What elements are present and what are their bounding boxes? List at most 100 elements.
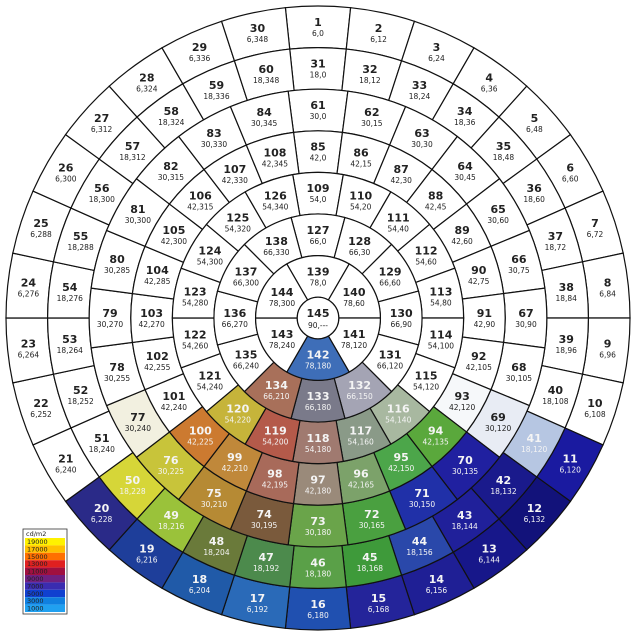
patch-number-46: 46 xyxy=(310,557,326,570)
patch-coord-83: 30,330 xyxy=(201,140,227,149)
patch-number-67: 67 xyxy=(518,307,533,320)
patch-coord-5: 6,48 xyxy=(526,125,543,134)
patch-number-93: 93 xyxy=(454,390,469,403)
legend-label: 1000 xyxy=(27,605,44,613)
patch-coord-41: 18,120 xyxy=(521,445,547,454)
patch-number-56: 56 xyxy=(94,182,110,195)
patch-number-42: 42 xyxy=(496,474,511,487)
patch-number-5: 5 xyxy=(531,112,539,125)
patch-coord-17: 6,192 xyxy=(247,605,269,614)
patch-coord-137: 66,300 xyxy=(233,278,259,287)
patch-coord-119: 54,200 xyxy=(262,437,288,446)
patch-number-52: 52 xyxy=(73,384,88,397)
patch-coord-31: 18,0 xyxy=(310,70,327,79)
patch-number-62: 62 xyxy=(364,106,379,119)
patch-number-21: 21 xyxy=(58,453,73,466)
patch-number-27: 27 xyxy=(94,112,109,125)
patch-coord-24: 6,276 xyxy=(18,290,40,299)
patch-number-139: 139 xyxy=(307,265,330,278)
patch-number-10: 10 xyxy=(587,397,603,410)
patch-coord-117: 54,160 xyxy=(348,437,374,446)
patch-coord-112: 54,60 xyxy=(415,258,437,267)
patch-coord-43: 18,144 xyxy=(452,522,478,531)
patch-coord-128: 66,30 xyxy=(349,248,371,257)
patch-number-134: 134 xyxy=(265,379,288,392)
patch-layer: 16,0 26,12 36,24 46,36 56,48 66,60 76,72 86,84 9… xyxy=(5,5,631,631)
patch-coord-68: 30,105 xyxy=(506,374,532,383)
patch-number-50: 50 xyxy=(125,474,141,487)
patch-coord-123: 54,280 xyxy=(182,298,208,307)
patch-number-7: 7 xyxy=(591,217,599,230)
patch-number-58: 58 xyxy=(164,105,179,118)
patch-coord-62: 30,15 xyxy=(361,119,383,128)
patch-number-43: 43 xyxy=(457,509,472,522)
patch-number-1: 1 xyxy=(314,16,322,29)
patch-coord-145: 90,--- xyxy=(308,321,328,330)
patch-number-107: 107 xyxy=(223,163,246,176)
patch-coord-131: 66,120 xyxy=(377,362,403,371)
patch-number-111: 111 xyxy=(387,211,410,224)
patch-coord-75: 30,210 xyxy=(201,500,227,509)
patch-coord-8: 6,84 xyxy=(599,290,616,299)
patch-number-53: 53 xyxy=(62,333,77,346)
legend-label: 7000 xyxy=(27,582,44,590)
patch-coord-100: 42,225 xyxy=(187,438,213,447)
patch-number-98: 98 xyxy=(267,468,282,481)
patch-coord-78: 30,255 xyxy=(104,374,130,383)
legend-label: 15000 xyxy=(27,553,48,561)
patch-coord-92: 42,105 xyxy=(466,363,492,372)
patch-coord-79: 30,270 xyxy=(97,320,123,329)
patch-coord-29: 6,336 xyxy=(189,54,211,63)
legend-swatch xyxy=(25,582,65,590)
patch-coord-98: 42,195 xyxy=(262,481,288,490)
patch-coord-120: 54,220 xyxy=(225,416,251,425)
patch-coord-107: 42,330 xyxy=(222,176,248,185)
patch-coord-39: 18,96 xyxy=(555,346,577,355)
patch-number-31: 31 xyxy=(310,57,325,70)
patch-coord-1: 6,0 xyxy=(312,29,324,38)
patch-number-69: 69 xyxy=(490,411,505,424)
patch-coord-6: 6,60 xyxy=(562,174,579,183)
patch-number-137: 137 xyxy=(234,265,257,278)
patch-number-79: 79 xyxy=(102,307,117,320)
patch-coord-82: 30,315 xyxy=(158,173,184,182)
patch-coord-60: 18,348 xyxy=(253,76,279,85)
patch-coord-127: 66,0 xyxy=(310,237,327,246)
patch-coord-95: 42,150 xyxy=(388,464,414,473)
patch-number-105: 105 xyxy=(162,224,185,237)
patch-number-124: 124 xyxy=(198,245,221,258)
patch-number-121: 121 xyxy=(198,369,221,382)
patch-number-114: 114 xyxy=(429,329,452,342)
patch-number-133: 133 xyxy=(307,390,330,403)
patch-coord-53: 18,264 xyxy=(57,346,83,355)
patch-number-11: 11 xyxy=(563,453,578,466)
legend-swatch xyxy=(25,538,65,546)
patch-coord-46: 18,180 xyxy=(305,570,331,579)
patch-number-102: 102 xyxy=(146,350,169,363)
patch-number-141: 141 xyxy=(343,328,366,341)
patch-coord-90: 42,75 xyxy=(468,277,490,286)
legend-swatch xyxy=(25,597,65,605)
patch-number-70: 70 xyxy=(457,454,473,467)
patch-number-40: 40 xyxy=(548,384,564,397)
patch-number-71: 71 xyxy=(414,487,429,500)
legend-swatch xyxy=(25,552,65,561)
patch-coord-66: 30,75 xyxy=(508,266,530,275)
patch-number-38: 38 xyxy=(559,281,574,294)
patch-coord-76: 30,225 xyxy=(158,467,184,476)
patch-coord-103: 42,270 xyxy=(138,320,164,329)
patch-number-145: 145 xyxy=(307,307,330,320)
patch-number-14: 14 xyxy=(429,573,445,586)
patch-number-30: 30 xyxy=(250,22,266,35)
patch-coord-73: 30,180 xyxy=(305,528,331,537)
patch-number-12: 12 xyxy=(527,502,542,515)
patch-coord-27: 6,312 xyxy=(91,125,113,134)
patch-number-101: 101 xyxy=(162,390,185,403)
patch-number-28: 28 xyxy=(139,71,154,84)
patch-coord-2: 6,12 xyxy=(370,35,387,44)
patch-number-13: 13 xyxy=(482,543,497,556)
patch-coord-36: 18,60 xyxy=(523,195,545,204)
patch-coord-132: 66,150 xyxy=(346,392,372,401)
patch-coord-52: 18,252 xyxy=(67,397,93,406)
